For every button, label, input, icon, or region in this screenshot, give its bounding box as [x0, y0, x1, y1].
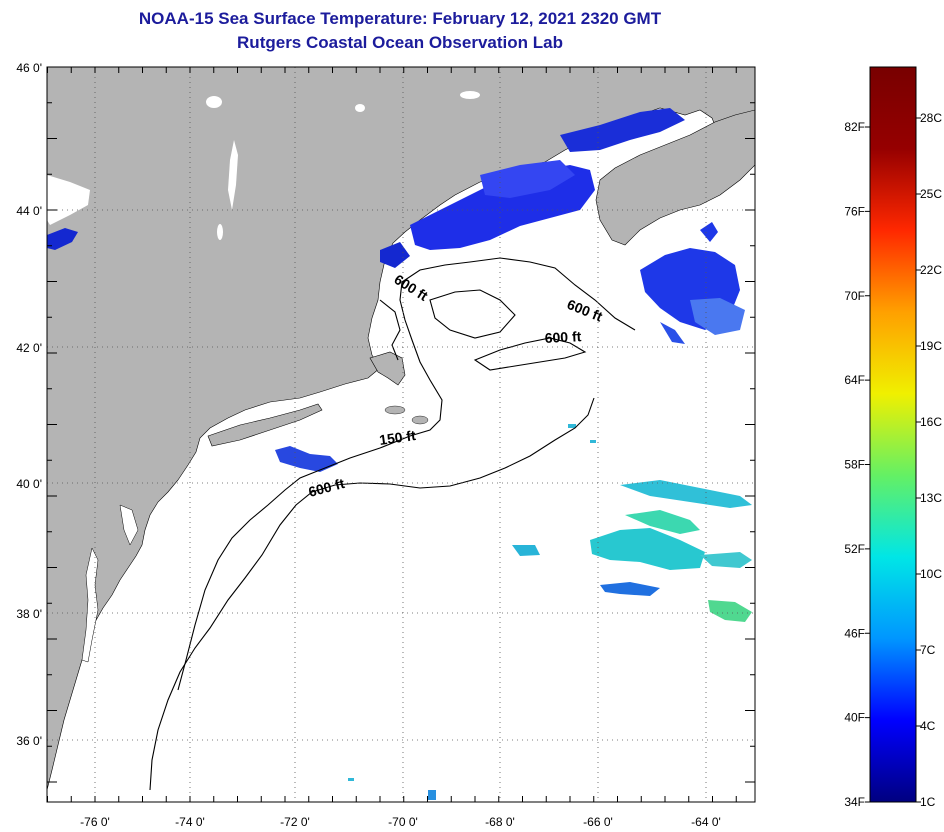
colorbar-c-label: 7C	[920, 643, 936, 657]
contour-gulf-of-maine	[429, 289, 516, 339]
bathymetry-contours	[149, 257, 636, 791]
contour-inner-1	[379, 299, 401, 361]
colorbar-c-label: 19C	[920, 339, 942, 353]
map-title: NOAA-15 Sea Surface Temperature: Februar…	[138, 9, 662, 28]
map-frame	[46, 66, 756, 803]
colorbar-f-label: 34F	[844, 795, 865, 809]
longitude-label: -72 0'	[280, 815, 310, 829]
colorbar-celsius-labels: 28C 25C 22C 19C 16C 13C 10C 7C 4C 1C	[920, 111, 942, 809]
land-cape-cod	[369, 351, 406, 386]
lake	[206, 96, 222, 108]
colorbar-fahrenheit-labels: 82F 76F 70F 64F 58F 52F 46F 40F 34F	[844, 120, 865, 809]
delaware-bay	[119, 504, 139, 546]
longitude-label: -66 0'	[583, 815, 613, 829]
contour-600ft-shelf-break	[149, 397, 595, 791]
lake-ontario	[47, 175, 90, 225]
longitude-label: -68 0'	[485, 815, 515, 829]
longitude-label: -70 0'	[388, 815, 418, 829]
contour-label: 150 ft	[378, 427, 417, 448]
latitude-label: 40 0'	[16, 477, 42, 491]
latitude-label: 38 0'	[16, 607, 42, 621]
map-ticks	[47, 66, 755, 802]
latitude-label: 44 0'	[16, 204, 42, 218]
colorbar-f-label: 58F	[844, 458, 865, 472]
latitude-labels: 46 0' 44 0' 42 0' 40 0' 38 0' 36 0'	[16, 61, 42, 748]
colorbar-c-label: 4C	[920, 719, 936, 733]
colorbar-c-label: 1C	[920, 795, 936, 809]
lake-champlain	[228, 140, 238, 210]
contour-georges-bank	[473, 337, 587, 371]
colorbar-f-label: 40F	[844, 711, 865, 725]
lake	[460, 91, 480, 99]
land-long-island	[207, 403, 323, 447]
lake	[355, 104, 365, 112]
colorbar-ticks	[865, 117, 921, 803]
lake	[217, 224, 223, 240]
latitude-label: 42 0'	[16, 341, 42, 355]
colorbar	[869, 66, 917, 803]
longitude-label: -76 0'	[80, 815, 110, 829]
colorbar-c-label: 28C	[920, 111, 942, 125]
colorbar-c-label: 16C	[920, 415, 942, 429]
contour-label: 600 ft	[544, 328, 582, 346]
colorbar-c-label: 22C	[920, 263, 942, 277]
grid-lines	[47, 67, 755, 802]
contour-150ft	[177, 257, 636, 691]
land-nantucket	[411, 415, 429, 425]
land-marthas-vineyard	[384, 405, 406, 415]
colorbar-f-label: 76F	[844, 204, 865, 218]
colorbar-f-label: 82F	[844, 120, 865, 134]
colorbar-f-label: 64F	[844, 373, 865, 387]
chesapeake-bay	[81, 547, 99, 663]
colorbar-c-label: 10C	[920, 567, 942, 581]
longitude-labels: -76 0' -74 0' -72 0' -70 0' -68 0' -66 0' -64 …	[80, 815, 721, 829]
sst-patches	[47, 108, 752, 800]
latitude-label: 46 0'	[16, 61, 42, 75]
longitude-label: -64 0'	[691, 815, 721, 829]
map-subtitle: Rutgers Coastal Ocean Observation Lab	[237, 33, 563, 52]
colorbar-f-label: 70F	[844, 289, 865, 303]
colorbar-c-label: 25C	[920, 187, 942, 201]
land-nova-scotia	[595, 109, 755, 246]
latitude-label: 36 0'	[16, 734, 42, 748]
colorbar-f-label: 46F	[844, 626, 865, 640]
longitude-label: -74 0'	[175, 815, 205, 829]
colorbar-c-label: 13C	[920, 491, 942, 505]
colorbar-f-label: 52F	[844, 542, 865, 556]
